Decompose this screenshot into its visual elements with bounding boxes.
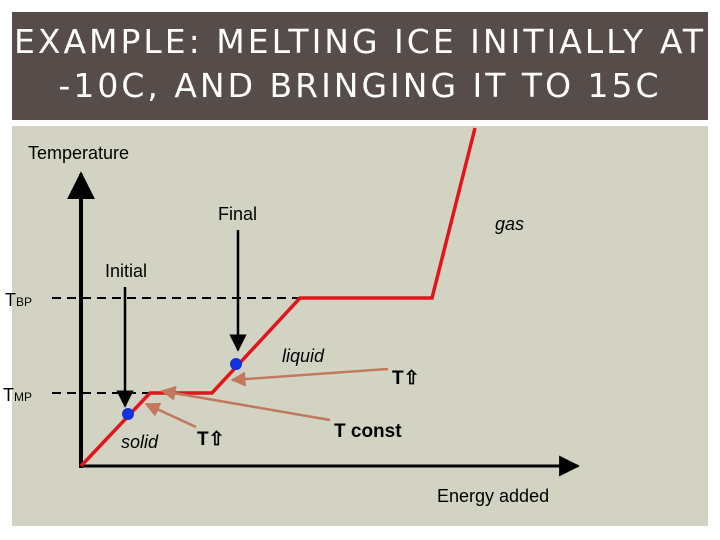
final-label: Final bbox=[218, 204, 257, 224]
temp-rise-arrow-solid bbox=[144, 402, 197, 429]
diagram-panel bbox=[12, 126, 708, 526]
temp-const-arrow bbox=[160, 385, 331, 422]
temp-rise-label-liquid: T⇧ bbox=[392, 368, 420, 389]
slide-title: EXAMPLE: MELTING ICE INITIALLY AT -10C, … bbox=[14, 22, 706, 105]
liquid-label: liquid bbox=[282, 346, 325, 366]
initial-label: Initial bbox=[105, 261, 147, 281]
melting-point-label: TMP bbox=[3, 385, 32, 405]
y-axis-label: Temperature bbox=[28, 143, 129, 163]
initial-dot bbox=[122, 408, 134, 420]
boiling-point-label: TBP bbox=[5, 290, 32, 310]
temp-rise-label-solid: T⇧ bbox=[197, 429, 225, 450]
heating-curve bbox=[79, 127, 477, 468]
temp-const-label: T const bbox=[334, 421, 402, 442]
gas-label: gas bbox=[495, 214, 524, 234]
solid-label: solid bbox=[121, 432, 159, 452]
final-dot bbox=[230, 358, 242, 370]
temp-rise-arrow-liquid bbox=[230, 367, 389, 387]
x-axis-label: Energy added bbox=[437, 486, 549, 506]
title-bar: EXAMPLE: MELTING ICE INITIALLY AT -10C, … bbox=[12, 12, 708, 120]
